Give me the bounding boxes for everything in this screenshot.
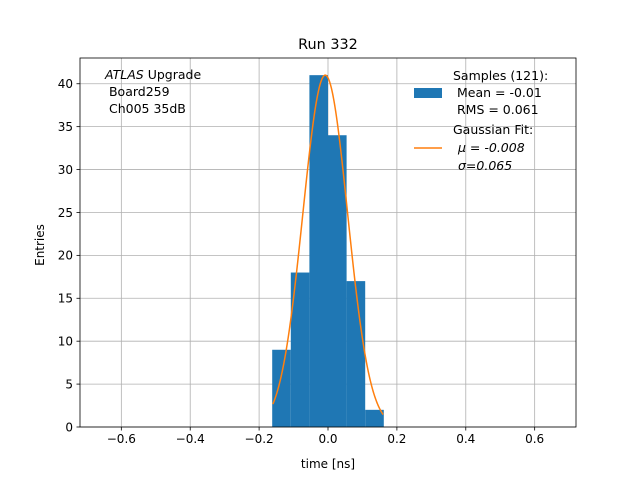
histogram-bar bbox=[365, 409, 384, 427]
y-tick-label: 30 bbox=[58, 163, 73, 177]
gaussian-fit bbox=[272, 74, 384, 415]
upgrade-label: Upgrade bbox=[144, 67, 202, 82]
y-tick-label: 35 bbox=[58, 120, 73, 134]
atlas-label: ATLAS bbox=[104, 67, 144, 82]
histogram-bars bbox=[272, 75, 384, 428]
y-tick-label: 0 bbox=[65, 420, 73, 434]
legend-hist-rms: RMS = 0.061 bbox=[453, 102, 539, 117]
x-tick-label: −0.2 bbox=[245, 432, 274, 446]
chart-title: Run 332 bbox=[298, 37, 358, 53]
board-label: Board259 bbox=[105, 84, 170, 99]
legend-fit-sigma: σ=0.065 bbox=[458, 158, 512, 173]
y-tick-label: 15 bbox=[58, 292, 73, 306]
x-axis-ticks: −0.6 −0.4 −0.2 0.0 0.2 0.4 0.6 bbox=[107, 427, 544, 446]
y-axis-label: Entries bbox=[33, 224, 47, 266]
channel-label: Ch005 35dB bbox=[105, 101, 186, 116]
legend-hist-name: Samples (121): bbox=[453, 68, 548, 83]
legend: Samples (121): Mean = -0.01 RMS = 0.061 … bbox=[414, 68, 548, 173]
y-tick-label: 10 bbox=[58, 334, 73, 348]
y-tick-label: 40 bbox=[58, 77, 73, 91]
atlas-annotation: ATLAS Upgrade Board259 Ch005 35dB bbox=[104, 67, 201, 116]
histogram-bar bbox=[309, 75, 328, 428]
legend-hist-swatch bbox=[414, 88, 442, 98]
y-axis-ticks: 0 5 10 15 20 25 30 35 40 bbox=[58, 77, 80, 434]
histogram-bar bbox=[272, 349, 291, 427]
y-tick-label: 5 bbox=[65, 377, 73, 391]
x-tick-label: 0.0 bbox=[318, 432, 337, 446]
histogram-bar bbox=[346, 281, 366, 427]
y-tick-label: 20 bbox=[58, 249, 73, 263]
histogram-bar bbox=[290, 272, 310, 427]
x-tick-label: 0.4 bbox=[456, 432, 475, 446]
svg-text:ATLAS Upgrade: ATLAS Upgrade bbox=[104, 67, 201, 82]
x-tick-label: 0.2 bbox=[387, 432, 406, 446]
gaussian-fit-curve bbox=[272, 74, 384, 415]
y-tick-label: 25 bbox=[58, 206, 73, 220]
legend-fit-mu: μ = -0.008 bbox=[457, 140, 525, 155]
legend-fit-name: Gaussian Fit: bbox=[453, 122, 533, 137]
legend-hist-mean: Mean = -0.01 bbox=[453, 85, 542, 100]
x-axis-label: time [ns] bbox=[301, 457, 355, 471]
histogram-bar bbox=[328, 135, 347, 428]
x-tick-label: −0.6 bbox=[107, 432, 136, 446]
x-tick-label: 0.6 bbox=[525, 432, 544, 446]
x-tick-label: −0.4 bbox=[176, 432, 205, 446]
